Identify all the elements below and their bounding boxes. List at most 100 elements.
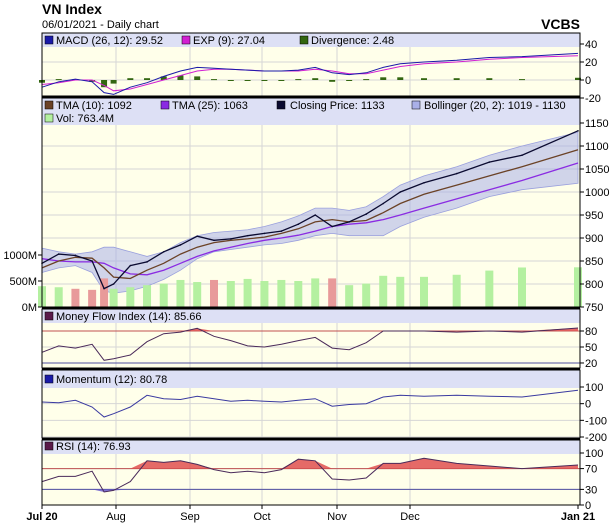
close-point xyxy=(196,235,198,237)
volume-bar xyxy=(396,276,405,307)
macd-legend: MACD (26, 12): 29.52 xyxy=(56,35,163,47)
mfi-legend-band xyxy=(42,309,580,323)
tma10-line xyxy=(41,149,579,280)
volume-bar xyxy=(176,279,185,307)
bollinger-legend-swatch xyxy=(411,100,421,110)
close-point xyxy=(57,253,60,255)
macd-legend-band xyxy=(42,33,580,47)
volume-bar xyxy=(143,285,152,307)
bollinger-legend: Bollinger (20, 2): 1019 - 1130 xyxy=(424,100,566,112)
volume-bar xyxy=(362,283,371,307)
rsi-tick-label: 100 xyxy=(585,448,603,460)
divergence-bar xyxy=(453,78,460,80)
macd-tick-label: 20 xyxy=(585,57,597,69)
close-point xyxy=(331,225,333,228)
rsi-tick-label: 70 xyxy=(585,464,597,476)
price-tick-label: 1100 xyxy=(585,141,609,153)
exp-legend: EXP (9): 27.04 xyxy=(193,35,265,47)
divergence-bar xyxy=(261,80,268,81)
divergence-bar xyxy=(211,79,217,81)
divergence-bar xyxy=(194,76,201,80)
volume-bar xyxy=(294,281,303,307)
divergence-bar xyxy=(244,80,251,81)
divergence-bar xyxy=(421,78,427,80)
rsi-tick-label: 0 xyxy=(585,500,591,512)
mfi-legend-swatch xyxy=(44,311,54,321)
volume-bar xyxy=(100,278,109,307)
divergence-bar xyxy=(312,78,319,80)
rsi-legend-band xyxy=(42,440,580,454)
volume-bar xyxy=(88,289,97,307)
volume-bar xyxy=(485,270,494,307)
rsi-line xyxy=(41,457,579,493)
close-legend: Closing Price: 1133 xyxy=(290,100,385,112)
volume-tick-label: 1000M xyxy=(3,250,37,262)
vol-legend-swatch xyxy=(44,113,54,123)
close-point xyxy=(179,244,182,246)
price-tick-label: 800 xyxy=(585,279,603,291)
divergence-bar xyxy=(177,75,184,80)
vol-legend: Vol: 763.4M xyxy=(56,113,114,125)
rsi-tick-label: 30 xyxy=(585,484,597,496)
volume-bar xyxy=(159,283,168,307)
divergence-legend-swatch xyxy=(299,35,309,45)
divergence-bar xyxy=(278,80,285,81)
macd-tick-label: 0 xyxy=(585,75,591,87)
divergence-bar xyxy=(519,79,525,81)
volume-bar xyxy=(452,274,461,307)
close-line xyxy=(41,130,579,290)
brand-label: VCBS xyxy=(541,16,580,32)
divergence-bar xyxy=(127,78,134,80)
volume-bar xyxy=(54,287,63,307)
tma10-legend: TMA (10): 1092 xyxy=(56,100,132,112)
price-tick-label: 1150 xyxy=(585,118,609,130)
close-point xyxy=(399,191,402,193)
volume-bar xyxy=(328,278,337,307)
rsi-legend: RSI (14): 76.93 xyxy=(56,441,131,453)
close-point xyxy=(112,283,115,285)
x-tick-label: Aug xyxy=(106,511,126,523)
momentum-tick-label: -200 xyxy=(585,432,607,444)
divergence-bar xyxy=(295,79,302,81)
divergence-bar xyxy=(110,80,117,84)
close-point xyxy=(365,213,368,215)
divergence-bar xyxy=(486,78,493,80)
divergence-legend: Divergence: 2.48 xyxy=(311,35,394,47)
price-tick-label: 1000 xyxy=(585,187,609,199)
mfi-tick-label: 20 xyxy=(585,358,597,370)
close-point xyxy=(488,161,491,163)
price-tick-label: 950 xyxy=(585,210,603,222)
close-point xyxy=(91,260,93,262)
momentum-tick-label: 0 xyxy=(585,399,591,411)
divergence-bar xyxy=(346,80,353,81)
volume-bar xyxy=(193,282,202,307)
price-tick-label: 850 xyxy=(585,256,603,268)
close-legend-swatch xyxy=(276,100,286,110)
close-point xyxy=(280,230,283,232)
momentum-tick-label: -100 xyxy=(585,415,607,427)
momentum-legend: Momentum (12): 80.78 xyxy=(56,374,167,386)
close-point xyxy=(577,130,579,132)
macd-line xyxy=(41,52,579,95)
close-point xyxy=(423,182,425,184)
close-point xyxy=(348,221,350,223)
volume-bar xyxy=(518,267,526,307)
mfi-tick-label: 80 xyxy=(585,326,597,338)
exp-legend-swatch xyxy=(181,35,191,45)
divergence-bar xyxy=(144,78,151,80)
chart-title: VN Index xyxy=(42,1,102,17)
volume-bar xyxy=(574,267,582,307)
divergence-bar xyxy=(363,79,370,81)
tma25-legend-swatch xyxy=(160,100,170,110)
divergence-bar xyxy=(227,80,234,81)
volume-tick-label: 500M xyxy=(9,276,37,288)
mfi-legend: Money Flow Index (14): 85.66 xyxy=(56,311,202,323)
tma25-line xyxy=(41,162,579,276)
volume-bar xyxy=(226,281,235,307)
close-point xyxy=(74,254,77,257)
volume-bar xyxy=(109,288,118,307)
macd-tick-label: 40 xyxy=(585,39,597,51)
volume-bar xyxy=(345,285,354,307)
divergence-bar xyxy=(380,77,387,80)
